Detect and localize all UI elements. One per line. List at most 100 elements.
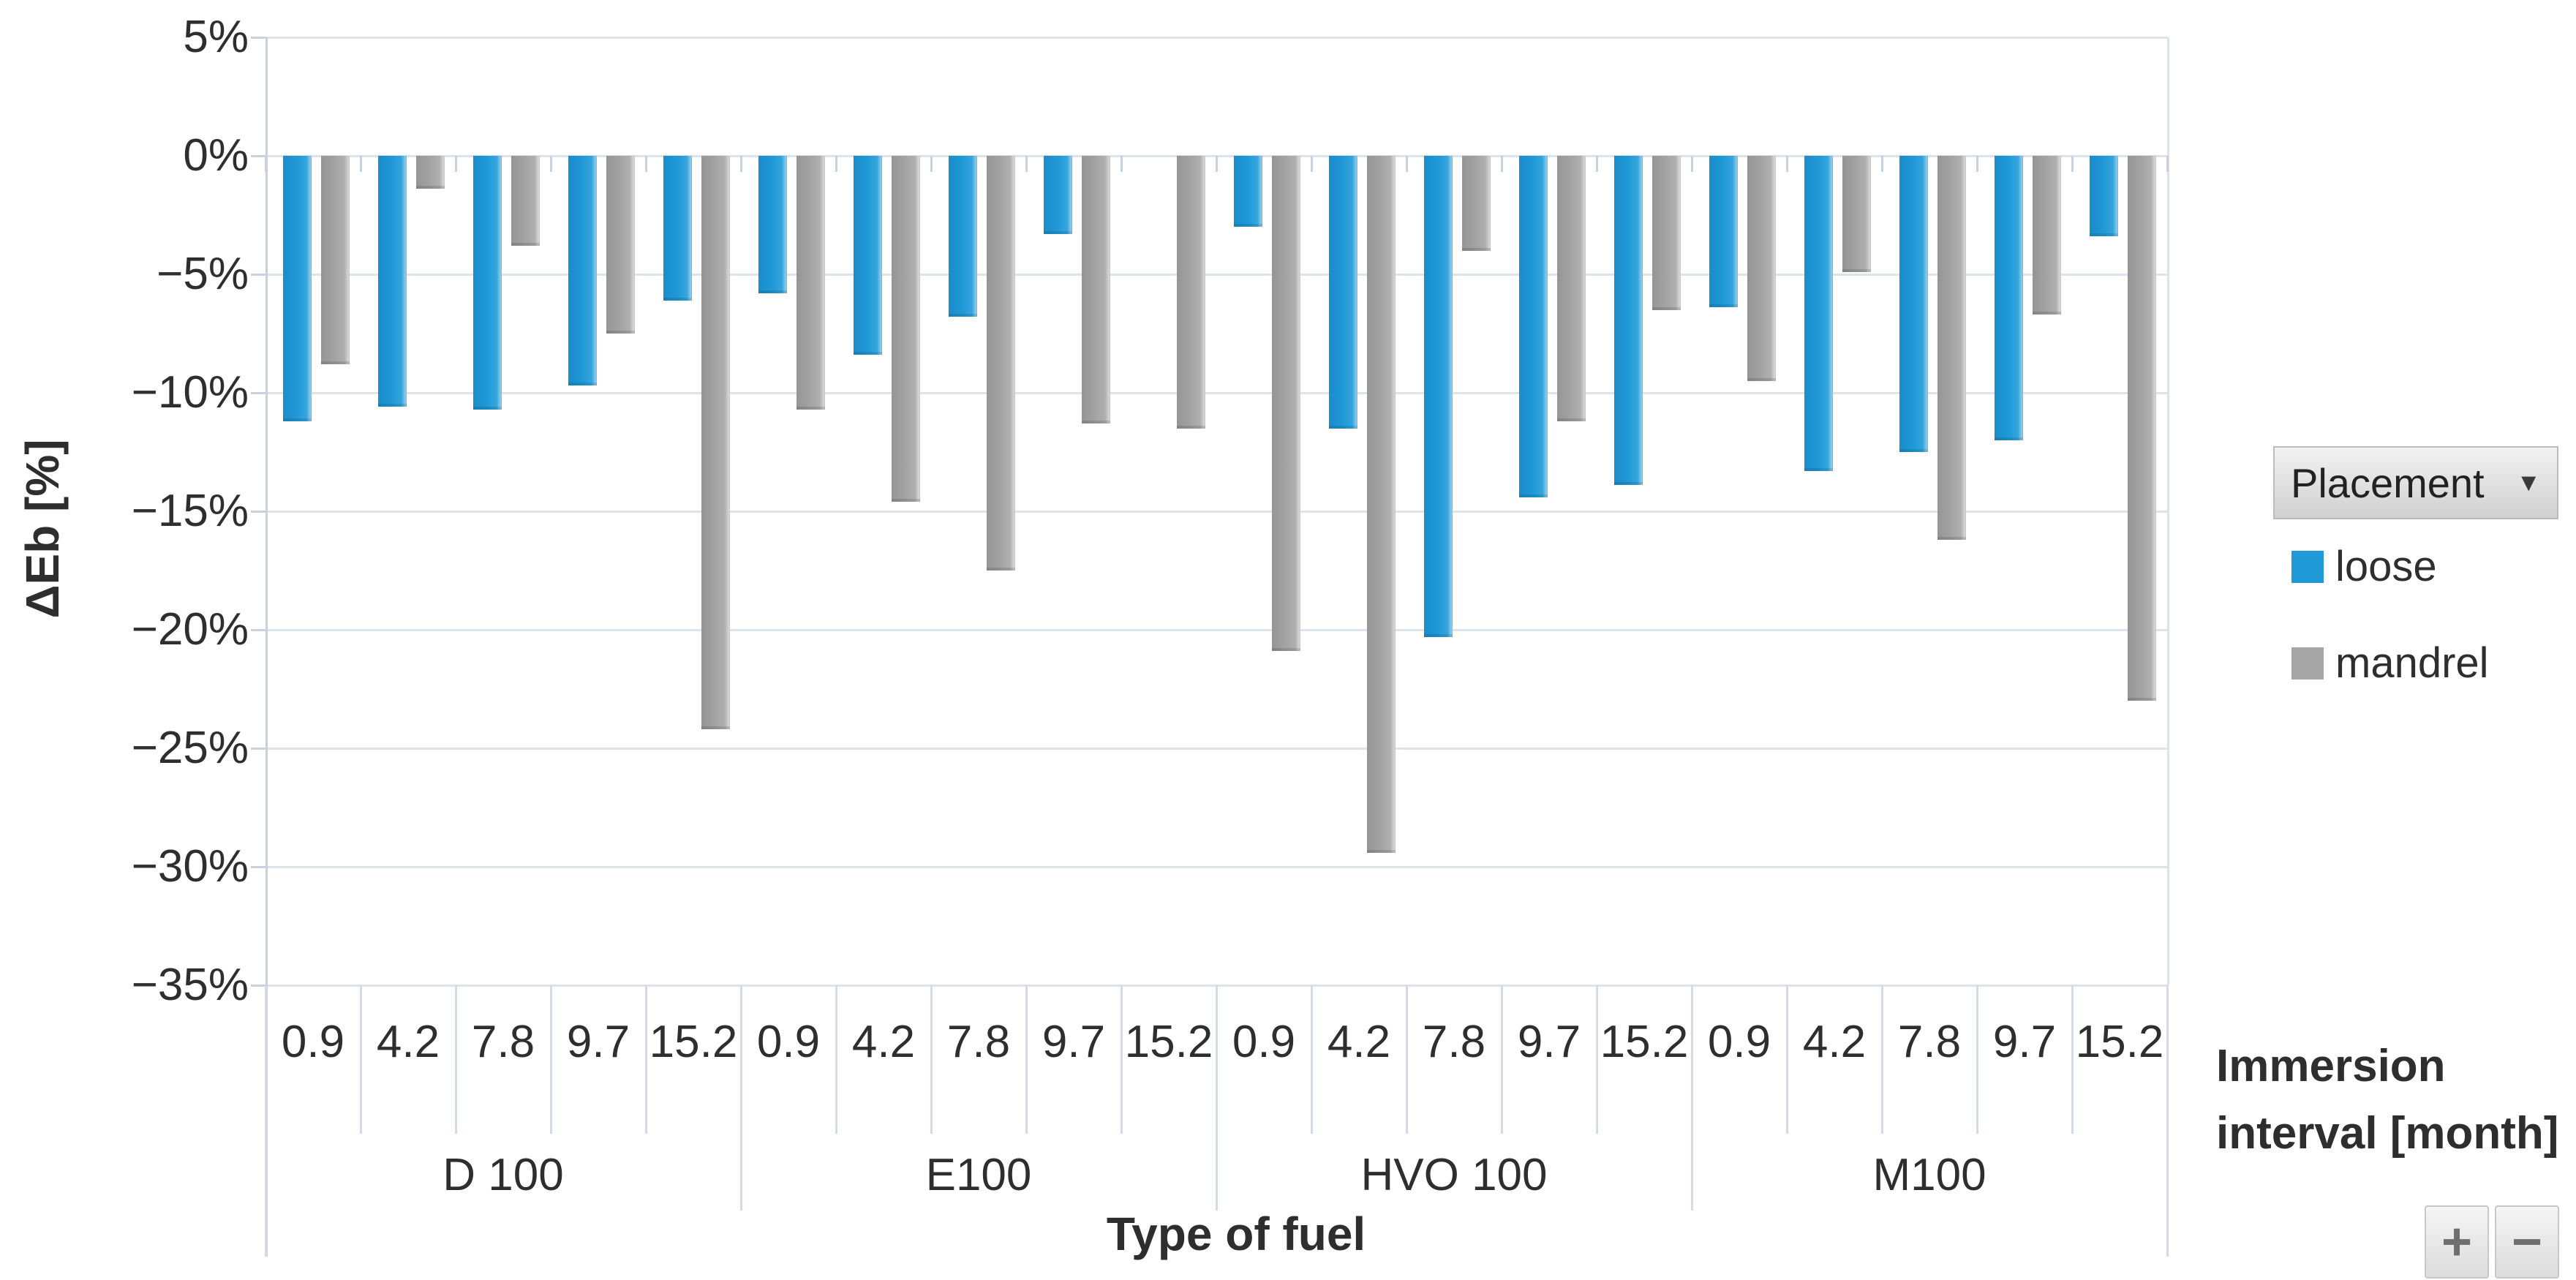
gridline [265, 866, 2167, 868]
label-separator [1311, 985, 1313, 1134]
y-axis-tick [251, 748, 265, 750]
zoom-out-button[interactable]: − [2495, 1205, 2559, 1279]
x-tick-label: 7.8 [471, 1017, 535, 1067]
bar-loose-M100-4.2 [1804, 156, 1833, 471]
legend-label: mandrel [2335, 639, 2489, 687]
category-tick [1976, 156, 1978, 172]
bar-loose-D100-15.2 [663, 156, 692, 301]
y-axis-tick-label: −25% [131, 723, 249, 773]
category-tick [835, 156, 837, 172]
x-tick-label: 15.2 [649, 1017, 738, 1067]
legend-item-loose: loose [2291, 545, 2489, 589]
zoom-controls: + − [2425, 1205, 2559, 1279]
x-tick-label: 7.8 [1422, 1017, 1486, 1067]
category-tick [265, 156, 267, 172]
category-tick [1121, 156, 1123, 172]
y-axis-tick [251, 37, 265, 39]
label-separator [1501, 985, 1503, 1134]
bar-mandrel-E100-15.2 [1177, 156, 1205, 429]
placement-field-button[interactable]: Placement ▼ [2273, 446, 2558, 519]
x-axis-title: Type of fuel [1106, 1208, 1366, 1260]
x-tick-label: 0.9 [1707, 1017, 1771, 1067]
label-separator [1596, 985, 1598, 1134]
label-separator [1691, 985, 1693, 1211]
label-separator [1121, 985, 1123, 1134]
x-tick-label: 4.2 [376, 1017, 440, 1067]
label-separator [835, 985, 837, 1134]
label-separator [360, 985, 362, 1134]
y-axis-tick [251, 866, 265, 868]
bar-loose-E100-7.8 [949, 156, 977, 317]
gridline [265, 274, 2167, 276]
bar-mandrel-M100-4.2 [1842, 156, 1871, 272]
category-tick [1691, 156, 1693, 172]
label-separator [1406, 985, 1408, 1134]
y-axis-tick-label: 0% [183, 130, 249, 181]
y-axis-tick [251, 629, 265, 631]
label-separator [265, 985, 267, 1257]
fuel-group-label: E100 [925, 1150, 1032, 1200]
gridline [265, 392, 2167, 394]
category-tick [455, 156, 457, 172]
bar-mandrel-M100-15.2 [2128, 156, 2156, 701]
x-tick-label: 0.9 [281, 1017, 345, 1067]
bar-loose-E100-4.2 [854, 156, 882, 355]
bar-mandrel-D100-9.7 [606, 156, 635, 334]
y-axis-tick [251, 274, 265, 276]
bar-mandrel-E100-0.9 [796, 156, 825, 410]
bar-loose-HVO100-9.7 [1519, 156, 1548, 497]
x-tick-label: 7.8 [946, 1017, 1011, 1067]
x-tick-label: 15.2 [1600, 1017, 1689, 1067]
fuel-group-label: HVO 100 [1360, 1150, 1548, 1200]
label-separator [1976, 985, 1978, 1134]
category-tick [550, 156, 552, 172]
bar-loose-E100-9.7 [1044, 156, 1072, 234]
x-tick-label: 0.9 [1232, 1017, 1296, 1067]
dropdown-arrow-icon: ▼ [2516, 468, 2541, 497]
category-tick [2166, 156, 2169, 172]
legend-swatch-loose [2291, 551, 2324, 583]
y-axis-tick-label: −20% [131, 604, 249, 655]
y-axis-tick [251, 392, 265, 394]
label-separator [740, 985, 742, 1211]
bar-mandrel-D100-0.9 [321, 156, 350, 365]
bar-loose-HVO100-0.9 [1234, 156, 1262, 227]
bar-loose-D100-9.7 [568, 156, 597, 386]
y-axis-tick [251, 511, 265, 513]
bar-loose-E100-0.9 [758, 156, 787, 293]
x-tick-label: 4.2 [1327, 1017, 1391, 1067]
y-axis-tick-label: −30% [131, 841, 249, 892]
label-separator [1881, 985, 1883, 1134]
bar-mandrel-HVO100-4.2 [1367, 156, 1396, 853]
legend-swatch-mandrel [2291, 647, 2324, 679]
bar-mandrel-M100-9.7 [2033, 156, 2061, 315]
bar-mandrel-HVO100-15.2 [1652, 156, 1681, 310]
y-axis-tick-label: −35% [131, 960, 249, 1010]
label-separator [1786, 985, 1788, 1134]
x-tick-label: 15.2 [1124, 1017, 1213, 1067]
bar-mandrel-D100-7.8 [511, 156, 540, 246]
y-axis-tick [251, 155, 265, 157]
x-tick-label: 7.8 [1897, 1017, 1962, 1067]
y-axis-tick [251, 985, 265, 987]
bar-loose-M100-0.9 [1709, 156, 1738, 308]
x-tick-label: 4.2 [851, 1017, 916, 1067]
label-separator [455, 985, 457, 1134]
category-tick [930, 156, 933, 172]
bar-loose-HVO100-7.8 [1424, 156, 1453, 637]
bar-mandrel-HVO100-0.9 [1272, 156, 1300, 652]
y-axis-tick-label: −5% [157, 249, 249, 299]
zoom-in-button[interactable]: + [2425, 1205, 2489, 1279]
y-axis-tick-label: −15% [131, 486, 249, 536]
x-tick-label: 9.7 [1517, 1017, 1581, 1067]
placement-field-label: Placement [2291, 459, 2485, 506]
bar-mandrel-M100-0.9 [1747, 156, 1776, 381]
x-tick-label: 9.7 [1992, 1017, 2057, 1067]
category-tick [1311, 156, 1313, 172]
category-tick [1501, 156, 1503, 172]
label-separator [550, 985, 552, 1134]
category-tick [1596, 156, 1598, 172]
bar-mandrel-D100-4.2 [416, 156, 445, 189]
y-axis-line [265, 37, 268, 1257]
